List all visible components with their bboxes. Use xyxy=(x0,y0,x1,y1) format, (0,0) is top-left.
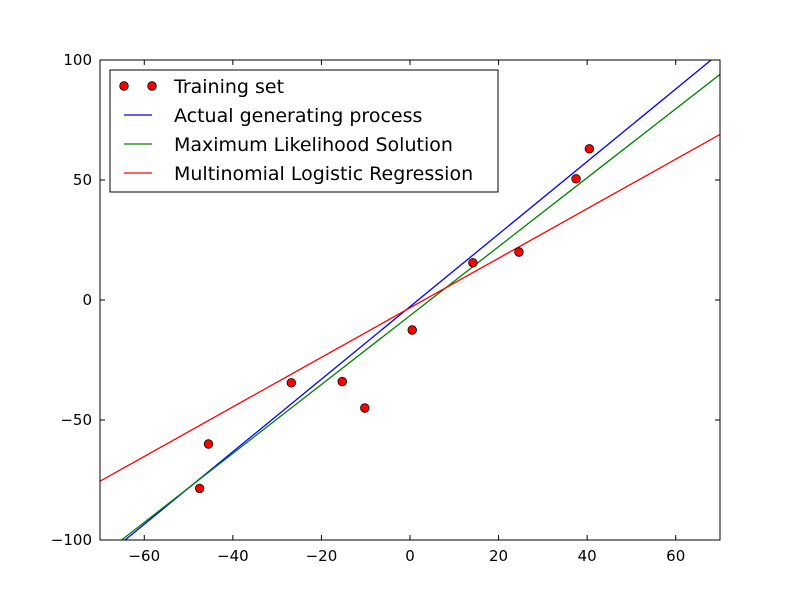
y-tick-label: 0 xyxy=(82,291,92,309)
legend-entry-training-set: Training set xyxy=(119,76,284,98)
legend-entry-actual: Actual generating process xyxy=(124,105,422,127)
plot-layer xyxy=(100,60,720,540)
data-point xyxy=(194,483,205,494)
x-tick-label: 40 xyxy=(578,547,597,565)
plot-area xyxy=(100,60,720,540)
data-point xyxy=(468,258,478,268)
x-tick-label: −40 xyxy=(217,547,249,565)
legend-label-mlr: Multinomial Logistic Regression xyxy=(174,163,473,185)
legend-box xyxy=(109,69,499,193)
y-tick-label: 100 xyxy=(63,51,92,69)
y-tick-label: −50 xyxy=(60,411,92,429)
legend-marker-training-set-1 xyxy=(119,81,129,91)
legend-entry-mlr: Multinomial Logistic Regression xyxy=(124,163,473,185)
ticks-layer: −60 −40 −20 0 20 40 60 −100 −50 0 50 100 xyxy=(51,51,720,565)
legend-label-training-set: Training set xyxy=(173,76,284,98)
data-point xyxy=(407,325,417,335)
legend-entry-mle: Maximum Likelihood Solution xyxy=(124,134,453,156)
data-point xyxy=(286,378,297,388)
data-point xyxy=(203,439,214,449)
x-tick-label: −20 xyxy=(306,547,338,565)
data-point xyxy=(337,376,347,387)
legend-marker-training-set-2 xyxy=(147,81,157,91)
x-tick-label: 20 xyxy=(489,547,508,565)
x-tick-label: −60 xyxy=(128,547,160,565)
y-tick-label: −100 xyxy=(51,531,92,549)
data-point xyxy=(514,247,524,257)
series-line-maximum-likelihood-solution xyxy=(120,73,720,540)
x-tick-label: 60 xyxy=(666,547,685,565)
series-line-multinomial-logistic-regression xyxy=(100,133,720,482)
data-point xyxy=(584,144,595,154)
x-tick-label: 0 xyxy=(405,547,415,565)
y-tick-label: 50 xyxy=(73,171,92,189)
legend-label-actual: Actual generating process xyxy=(174,105,422,127)
data-point xyxy=(360,403,370,413)
series-line-actual-generating-process xyxy=(124,60,712,540)
legend: Training set Actual generating process M… xyxy=(109,69,499,193)
legend-label-mle: Maximum Likelihood Solution xyxy=(174,134,453,156)
data-point xyxy=(571,174,581,184)
